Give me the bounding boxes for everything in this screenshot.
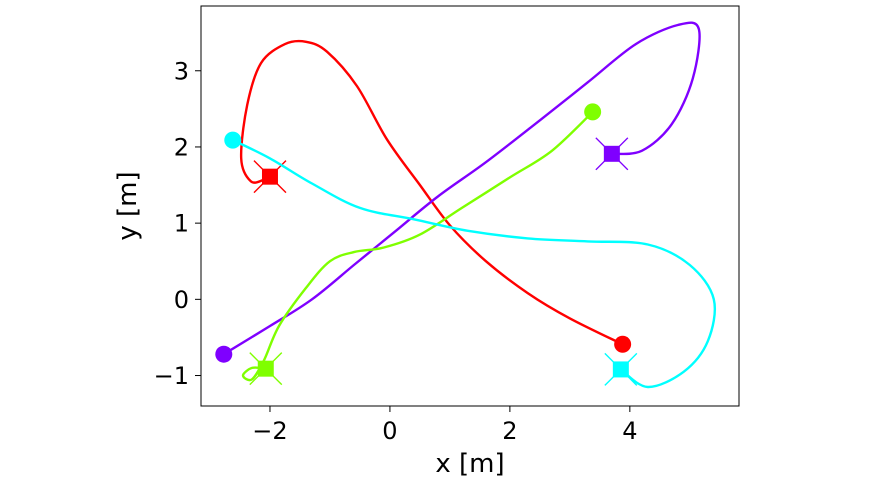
series-4 <box>224 131 717 389</box>
x-axis-label: x [m] <box>435 449 504 479</box>
y-tick-label: 3 <box>174 57 189 85</box>
series-1 <box>239 39 632 353</box>
x-tick-label: 4 <box>622 417 637 445</box>
goal-marker <box>603 145 620 162</box>
goal-marker <box>612 361 629 378</box>
x-tick-label: −2 <box>252 417 287 445</box>
trajectory-line <box>241 110 594 382</box>
start-marker <box>584 103 602 121</box>
goal-marker <box>261 168 278 185</box>
trajectory-line <box>239 39 624 346</box>
axes: −2 0 2 4 −1 0 1 2 3 <box>154 57 638 445</box>
trajectory-line <box>222 21 701 356</box>
y-tick-label: 0 <box>174 286 189 314</box>
start-marker <box>224 131 242 149</box>
trajectory-line <box>231 138 717 389</box>
start-marker <box>614 335 632 353</box>
goal-marker <box>257 360 274 377</box>
axes-frame <box>200 5 740 407</box>
y-tick-label: 1 <box>174 210 189 238</box>
plot-area <box>215 21 717 389</box>
x-tick-label: 2 <box>502 417 517 445</box>
y-tick-label: 2 <box>174 133 189 161</box>
series-3 <box>241 103 602 386</box>
y-axis-label: y [m] <box>113 171 143 240</box>
y-tick-label: −1 <box>154 362 189 390</box>
series-2 <box>215 21 701 363</box>
x-tick-label: 0 <box>382 417 397 445</box>
start-marker <box>215 345 233 363</box>
